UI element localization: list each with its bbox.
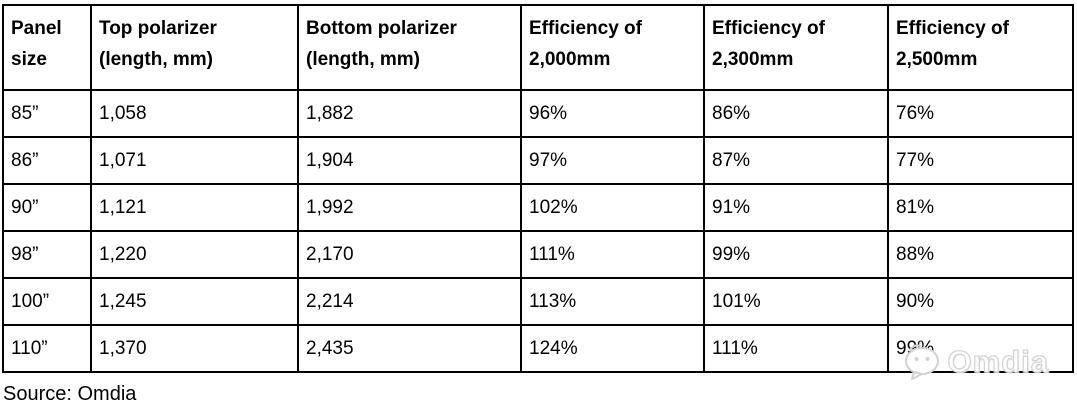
col-header-top-polarizer: Top polarizer (length, mm) (90, 4, 299, 91)
cell-panel-size: 86” (2, 136, 92, 185)
cell-panel-size: 98” (2, 230, 92, 279)
cell-efficiency-2500: 77% (887, 136, 1074, 185)
cell-top-polarizer: 1,370 (90, 324, 299, 373)
table-row: 85” 1,058 1,882 96% 86% 76% (2, 89, 1074, 138)
cell-top-polarizer: 1,220 (90, 230, 299, 279)
cell-efficiency-2000: 113% (520, 277, 705, 326)
col-header-efficiency-2000: Efficiency of 2,000mm (520, 4, 705, 91)
cell-efficiency-2300: 99% (703, 230, 889, 279)
table-row: 98” 1,220 2,170 111% 99% 88% (2, 230, 1074, 279)
cell-efficiency-2500: 90% (887, 277, 1074, 326)
cell-efficiency-2000: 124% (520, 324, 705, 373)
cell-top-polarizer: 1,058 (90, 89, 299, 138)
cell-top-polarizer: 1,071 (90, 136, 299, 185)
header-row: Panel size Top polarizer (length, mm) Bo… (2, 4, 1074, 91)
cell-efficiency-2500: 81% (887, 183, 1074, 232)
col-header-panel-size: Panel size (2, 4, 92, 91)
cell-efficiency-2000: 102% (520, 183, 705, 232)
cell-efficiency-2000: 111% (520, 230, 705, 279)
cell-panel-size: 85” (2, 89, 92, 138)
cell-efficiency-2500: 76% (887, 89, 1074, 138)
cell-bottom-polarizer: 2,214 (297, 277, 522, 326)
cell-bottom-polarizer: 1,904 (297, 136, 522, 185)
cell-efficiency-2300: 86% (703, 89, 889, 138)
cell-efficiency-2000: 97% (520, 136, 705, 185)
polarizer-efficiency-table: Panel size Top polarizer (length, mm) Bo… (2, 4, 1074, 373)
cell-efficiency-2500: 99% (887, 324, 1074, 373)
cell-efficiency-2000: 96% (520, 89, 705, 138)
cell-efficiency-2300: 87% (703, 136, 889, 185)
table-row: 100” 1,245 2,214 113% 101% 90% (2, 277, 1074, 326)
cell-panel-size: 110” (2, 324, 92, 373)
cell-bottom-polarizer: 1,882 (297, 89, 522, 138)
table-row: 86” 1,071 1,904 97% 87% 77% (2, 136, 1074, 185)
cell-efficiency-2300: 101% (703, 277, 889, 326)
table-row: 110” 1,370 2,435 124% 111% 99% (2, 324, 1074, 373)
col-header-efficiency-2300: Efficiency of 2,300mm (703, 4, 889, 91)
table-row: 90” 1,121 1,992 102% 91% 81% (2, 183, 1074, 232)
cell-efficiency-2500: 88% (887, 230, 1074, 279)
cell-efficiency-2300: 111% (703, 324, 889, 373)
col-header-efficiency-2500: Efficiency of 2,500mm (887, 4, 1074, 91)
col-header-bottom-polarizer: Bottom polarizer (length, mm) (297, 4, 522, 91)
cell-top-polarizer: 1,245 (90, 277, 299, 326)
cell-bottom-polarizer: 2,170 (297, 230, 522, 279)
cell-top-polarizer: 1,121 (90, 183, 299, 232)
page: Panel size Top polarizer (length, mm) Bo… (0, 4, 1077, 408)
cell-panel-size: 100” (2, 277, 92, 326)
source-attribution: Source: Omdia (3, 383, 137, 405)
cell-bottom-polarizer: 1,992 (297, 183, 522, 232)
cell-efficiency-2300: 91% (703, 183, 889, 232)
cell-bottom-polarizer: 2,435 (297, 324, 522, 373)
cell-panel-size: 90” (2, 183, 92, 232)
